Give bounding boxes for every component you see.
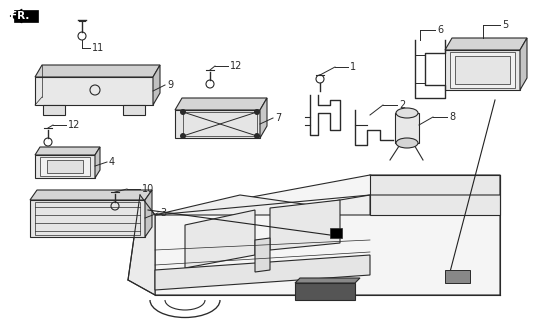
Text: 8: 8 xyxy=(449,112,455,122)
Polygon shape xyxy=(30,200,145,237)
Text: 11: 11 xyxy=(92,43,104,53)
Polygon shape xyxy=(10,9,22,23)
Polygon shape xyxy=(295,283,355,300)
Text: 7: 7 xyxy=(275,113,281,123)
Polygon shape xyxy=(128,195,155,295)
Polygon shape xyxy=(40,157,90,176)
Polygon shape xyxy=(43,105,65,115)
Text: FR.: FR. xyxy=(11,11,30,21)
Text: 9: 9 xyxy=(167,80,173,90)
Polygon shape xyxy=(30,190,152,200)
Circle shape xyxy=(180,109,186,115)
Polygon shape xyxy=(270,200,340,250)
Polygon shape xyxy=(175,110,260,138)
Ellipse shape xyxy=(396,138,418,148)
Polygon shape xyxy=(155,195,370,215)
Polygon shape xyxy=(445,38,527,50)
Polygon shape xyxy=(14,10,38,22)
Polygon shape xyxy=(185,210,255,268)
Text: 12: 12 xyxy=(230,61,243,71)
Polygon shape xyxy=(445,50,520,90)
Polygon shape xyxy=(445,270,470,283)
Polygon shape xyxy=(155,175,500,295)
Polygon shape xyxy=(450,52,515,88)
Text: 1: 1 xyxy=(350,62,356,72)
Polygon shape xyxy=(255,238,270,272)
Polygon shape xyxy=(395,113,419,143)
Polygon shape xyxy=(35,65,160,77)
Text: 4: 4 xyxy=(109,157,115,167)
Circle shape xyxy=(180,133,186,139)
Polygon shape xyxy=(260,98,267,138)
Text: 12: 12 xyxy=(68,120,80,130)
Polygon shape xyxy=(295,278,360,283)
Polygon shape xyxy=(520,38,527,90)
Polygon shape xyxy=(455,56,510,84)
Polygon shape xyxy=(145,190,152,237)
Text: 6: 6 xyxy=(437,25,443,35)
Ellipse shape xyxy=(396,108,418,118)
Polygon shape xyxy=(95,147,100,178)
Text: 5: 5 xyxy=(502,20,508,30)
Polygon shape xyxy=(123,105,145,115)
Polygon shape xyxy=(155,255,370,290)
Text: 2: 2 xyxy=(399,100,405,110)
Circle shape xyxy=(254,109,260,115)
Polygon shape xyxy=(175,98,267,110)
Text: 3: 3 xyxy=(160,208,166,218)
Text: 10: 10 xyxy=(142,184,154,194)
Polygon shape xyxy=(330,228,342,238)
Polygon shape xyxy=(35,155,95,178)
Polygon shape xyxy=(35,77,153,105)
Polygon shape xyxy=(47,160,83,173)
Circle shape xyxy=(254,133,260,139)
Polygon shape xyxy=(35,147,100,155)
Polygon shape xyxy=(370,175,500,215)
Polygon shape xyxy=(153,65,160,105)
